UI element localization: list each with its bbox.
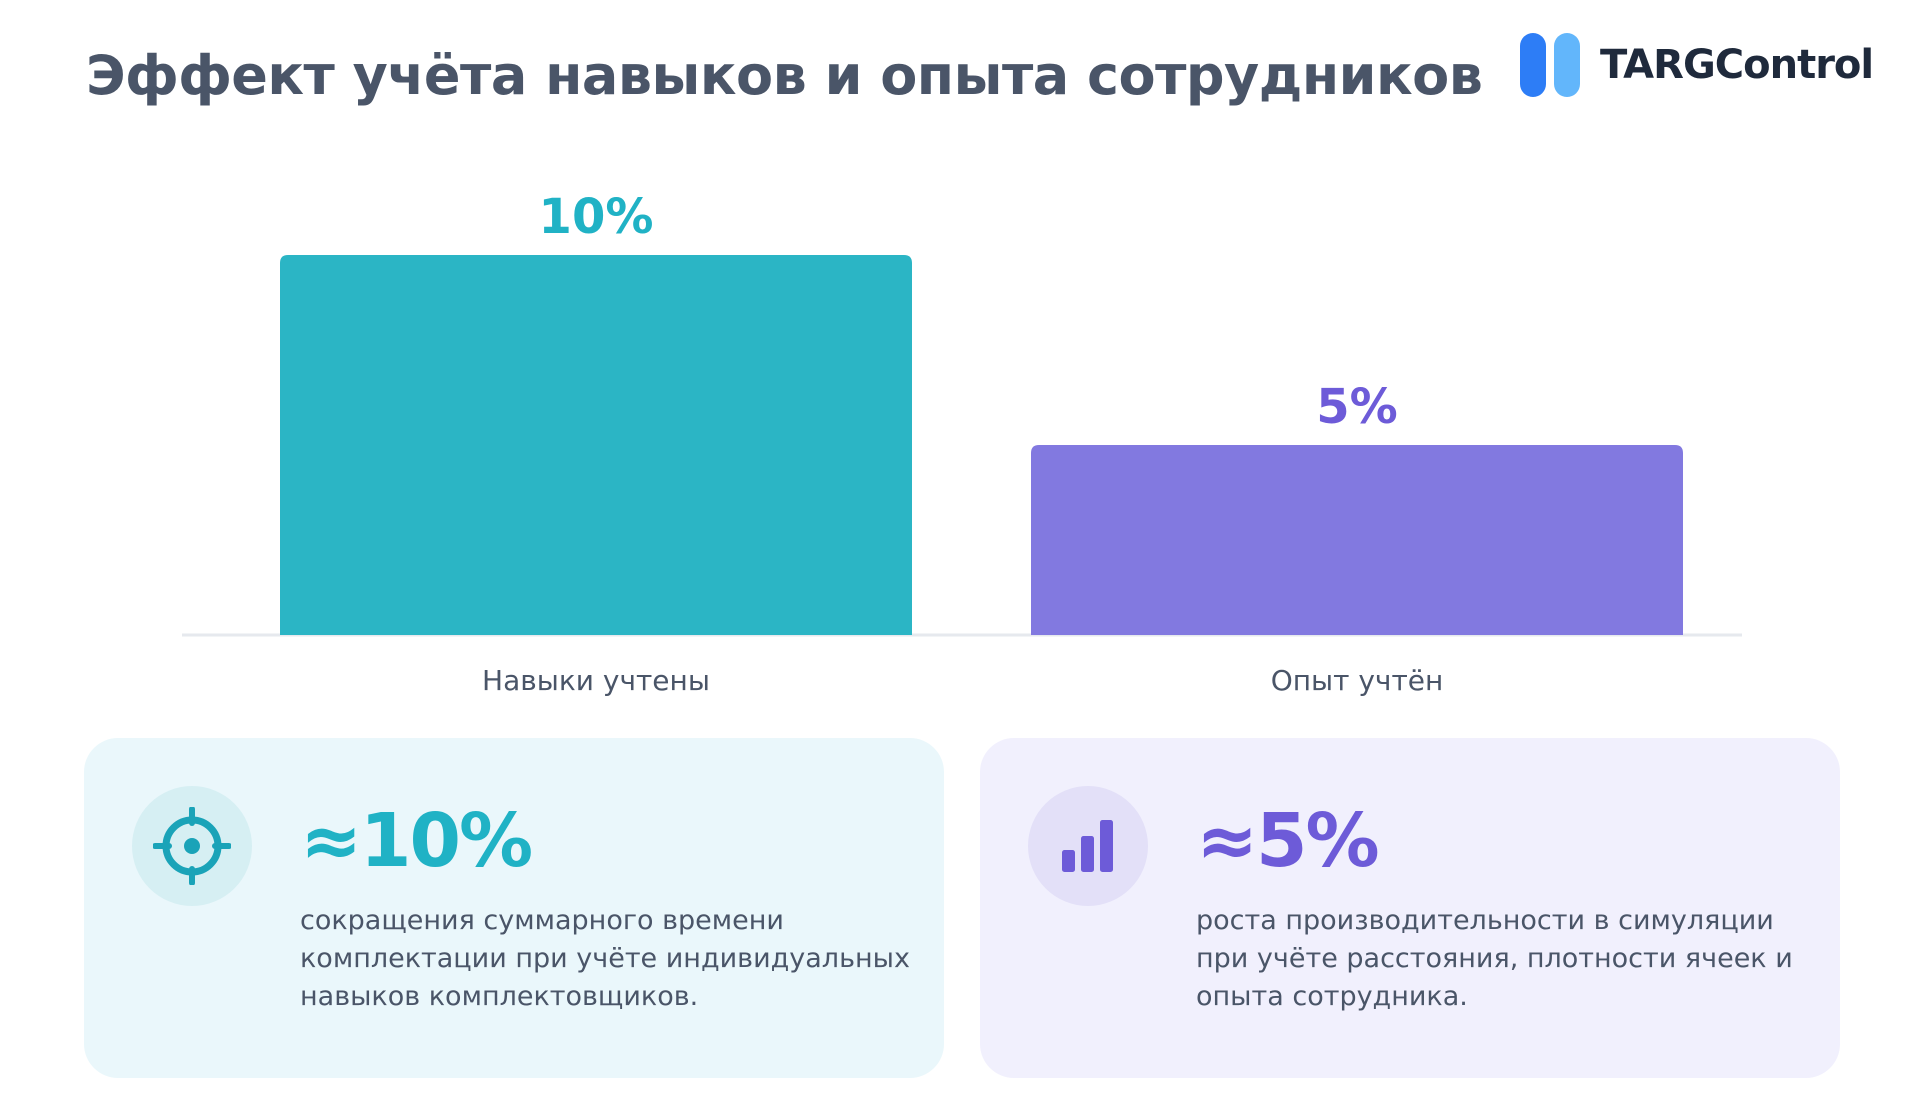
stat-card-experience: ≈5% роста производительности в симуляции… bbox=[980, 738, 1840, 1078]
brand-name: TARGControl bbox=[1600, 42, 1874, 88]
bar-chart-icon-badge bbox=[1028, 786, 1148, 906]
target-icon-badge bbox=[132, 786, 252, 906]
bar-2 bbox=[1031, 445, 1683, 635]
category-label: Опыт учтён bbox=[1271, 664, 1444, 697]
stat-card-skills: ≈10% сокращения суммарного времени компл… bbox=[84, 738, 944, 1078]
bar-chart-icon bbox=[1062, 820, 1113, 872]
stat-description: сокращения суммарного времени комплектац… bbox=[300, 905, 910, 1012]
bar-value-label: 10% bbox=[539, 189, 654, 245]
target-icon bbox=[153, 807, 231, 885]
bar-chart-svg: 10% Навыки учтены 5% Опыт учтён bbox=[182, 189, 1742, 697]
bar-chart: 10% Навыки учтены 5% Опыт учтён bbox=[0, 150, 1920, 710]
targcontrol-logo-icon bbox=[1520, 33, 1580, 97]
stat-description: роста производительности в симуляции при… bbox=[1196, 905, 1793, 1012]
category-label: Навыки учтены bbox=[482, 664, 710, 697]
bar-value-label: 5% bbox=[1316, 379, 1398, 435]
stat-value: ≈10% bbox=[300, 798, 533, 884]
brand-logo: TARGControl bbox=[1520, 32, 1874, 98]
page-title: Эффект учёта навыков и опыта сотрудников bbox=[86, 44, 1483, 107]
bar-1 bbox=[280, 255, 912, 635]
stat-value: ≈5% bbox=[1196, 798, 1380, 884]
